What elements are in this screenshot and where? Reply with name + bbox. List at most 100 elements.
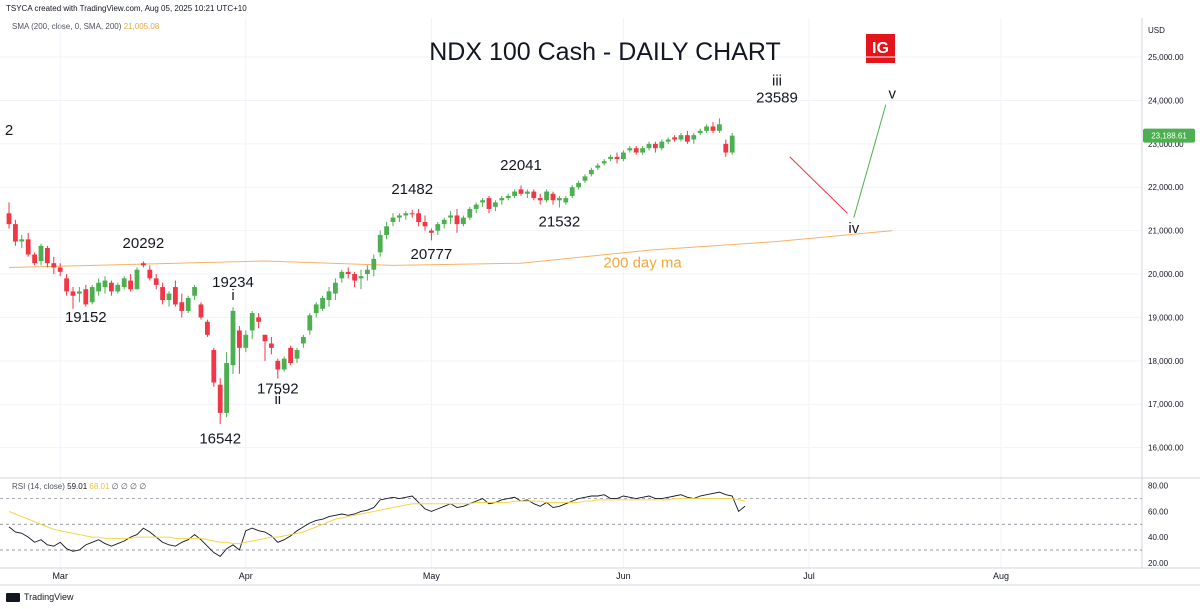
- candle-body: [627, 148, 633, 151]
- candle-layer: [6, 118, 735, 425]
- price-tick-label: 17,000.00: [1148, 400, 1184, 409]
- candle-body: [723, 143, 729, 153]
- price-tick-label: 25,000.00: [1148, 53, 1184, 62]
- candle-body: [582, 176, 588, 181]
- candle-body: [275, 360, 281, 370]
- rsi-extra: ∅ ∅ ∅ ∅: [111, 482, 147, 491]
- candle-body: [211, 349, 217, 383]
- candle-body: [429, 230, 434, 233]
- candle-body: [473, 204, 479, 209]
- wave-annotation: 23589: [756, 90, 798, 107]
- price-tick-label: 20,000.00: [1148, 270, 1184, 279]
- candle-body: [70, 291, 76, 296]
- candle-body: [409, 213, 415, 215]
- candle-body: [13, 224, 18, 242]
- candle-body: [550, 193, 556, 201]
- rsi-line: [8, 491, 746, 558]
- candle-body: [685, 135, 690, 142]
- wave-annotation: i: [231, 287, 234, 304]
- rsi-tick-label: 40.00: [1148, 533, 1169, 542]
- grid-layer: [0, 18, 1142, 568]
- wave-annotation: 19234: [212, 274, 254, 291]
- candle-body: [589, 169, 594, 175]
- wave-annotation: iv: [848, 220, 859, 237]
- candle-body: [339, 271, 345, 279]
- rsi-tick-label: 20.00: [1148, 559, 1169, 568]
- candle-body: [653, 143, 658, 149]
- candle-body: [301, 336, 306, 344]
- candle-body: [621, 152, 626, 160]
- candle-body: [371, 258, 377, 270]
- candle-body: [416, 213, 421, 222]
- ig-logo: IG: [866, 34, 895, 63]
- sma-legend: SMA (200, close, 0, SMA, 200) 21,005.08: [12, 22, 159, 31]
- candle-body: [115, 284, 121, 292]
- candle-body: [729, 135, 735, 153]
- candle-body: [288, 347, 293, 363]
- tradingview-logo: TradingView: [6, 592, 74, 602]
- candle-body: [249, 313, 255, 331]
- time-tick-label: Jul: [803, 571, 815, 581]
- created-with-caption: TSYCA created with TradingView.com, Aug …: [6, 4, 247, 13]
- candle-body: [256, 317, 261, 322]
- candle-body: [525, 191, 530, 194]
- candle-body: [397, 215, 402, 218]
- candle-body: [403, 213, 409, 216]
- candle-body: [307, 315, 313, 331]
- time-tick-label: Jun: [616, 571, 631, 581]
- candle-body: [614, 156, 620, 160]
- candle-body: [377, 234, 383, 253]
- candle-body: [435, 224, 441, 231]
- currency-label: USD: [1148, 26, 1165, 35]
- candle-body: [185, 297, 191, 311]
- rsi-ma-value: 68.01: [89, 482, 110, 491]
- candle-body: [480, 200, 485, 203]
- price-tick-label: 23,000.00: [1148, 140, 1184, 149]
- candle-body: [237, 330, 242, 348]
- candle-body: [281, 358, 287, 370]
- candle-body: [710, 126, 716, 131]
- rsi-tick-label: 80.00: [1148, 482, 1169, 491]
- candle-body: [51, 263, 57, 268]
- candle-body: [672, 137, 677, 140]
- candle-body: [224, 363, 229, 413]
- candle-body: [512, 191, 517, 196]
- candle-body: [121, 278, 127, 288]
- candle-body: [179, 302, 185, 311]
- candle-body: [345, 271, 351, 275]
- candle-body: [422, 221, 428, 227]
- wave-annotation: 20777: [411, 246, 453, 263]
- candle-body: [544, 191, 549, 201]
- candle-body: [147, 269, 153, 279]
- candle-body: [704, 126, 709, 131]
- tradingview-brand: TradingView: [24, 592, 74, 602]
- candle-body: [128, 280, 133, 290]
- candle-body: [32, 254, 37, 264]
- candle-body: [691, 135, 697, 140]
- last-price-label: 23,188.61: [1151, 132, 1187, 141]
- price-tick-label: 16,000.00: [1148, 444, 1184, 453]
- candle-body: [326, 291, 332, 301]
- candle-body: [441, 219, 447, 225]
- candle-body: [358, 276, 364, 279]
- candle-body: [563, 198, 569, 203]
- wave-annotation: iii: [772, 72, 782, 89]
- candle-body: [717, 124, 722, 131]
- candle-body: [697, 130, 703, 133]
- rsi-value: 59.01: [67, 482, 88, 491]
- wave-annotation: 16542: [199, 430, 241, 447]
- candle-body: [352, 274, 357, 281]
- wave-annotation: 20292: [123, 235, 165, 252]
- candle-body: [166, 293, 172, 301]
- candle-body: [153, 278, 159, 285]
- candle-body: [493, 202, 498, 207]
- projection-layer: [789, 104, 887, 218]
- candle-body: [109, 282, 114, 292]
- candle-body: [262, 334, 268, 342]
- wave-annotation: v: [888, 85, 896, 102]
- candle-body: [83, 289, 89, 305]
- candle-body: [320, 297, 325, 309]
- candle-body: [665, 139, 671, 142]
- rsi-tick-label: 60.00: [1148, 507, 1169, 516]
